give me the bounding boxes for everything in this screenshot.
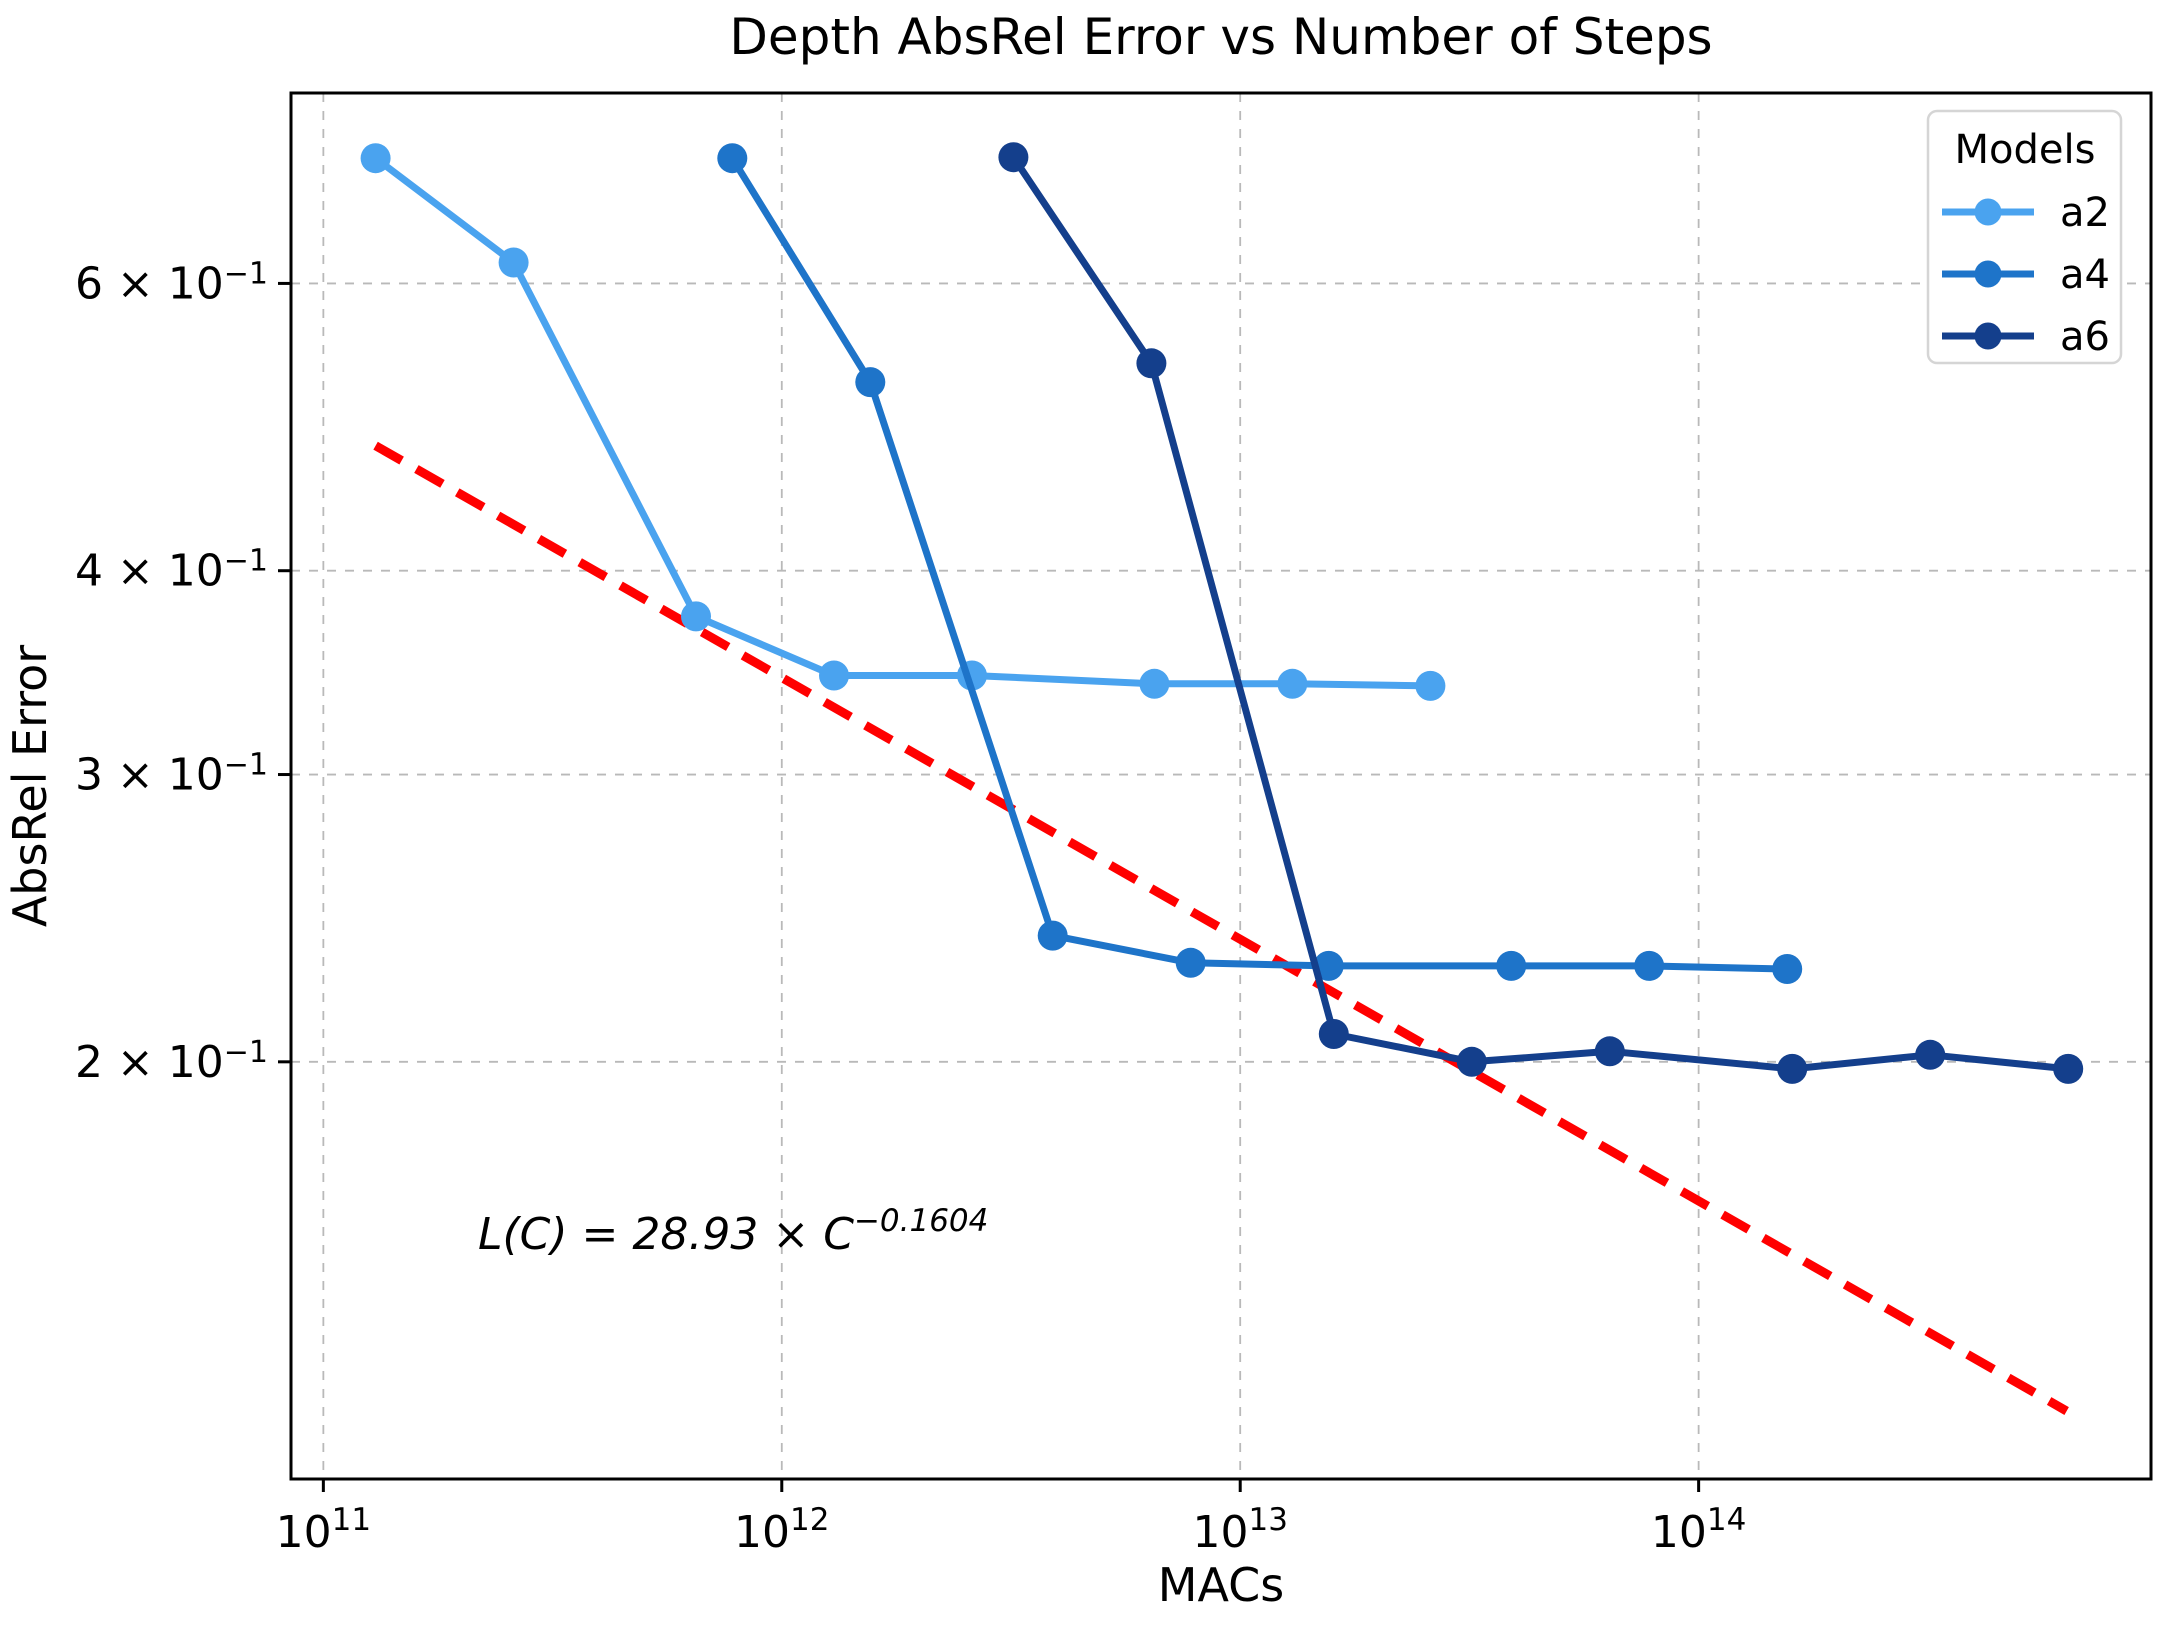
series-a6-line <box>1009 153 2072 1073</box>
fit-equation: L(C) = 28.93 × C−0.1604 <box>478 1203 988 1260</box>
series-a4-marker <box>1175 947 1206 978</box>
series-a2-marker <box>498 247 529 278</box>
series-a4-marker <box>1772 954 1803 984</box>
legend-box <box>1926 109 2123 365</box>
series-a2-marker <box>1415 670 1446 701</box>
legend-item-label: a4 <box>2060 252 2110 298</box>
series-a2-marker <box>1139 668 1170 699</box>
legend-item-a2: a2 <box>1942 190 2110 236</box>
legend-item-label: a6 <box>2060 314 2110 360</box>
x-tick-label: 1011 <box>276 1502 371 1558</box>
series-a2-marker <box>681 601 711 632</box>
series-a6-marker <box>1594 1036 1625 1067</box>
plot-border <box>289 91 2153 1481</box>
series-a6-marker <box>1915 1039 1946 1070</box>
x-tick-label: 1014 <box>1651 1502 1746 1558</box>
chart-title: Depth AbsRel Error vs Number of Steps <box>729 8 1712 66</box>
data-layer: L(C) = 28.93 × C−0.1604 <box>360 142 2084 1415</box>
series-a4-marker <box>1037 920 1068 951</box>
legend-swatch-marker <box>1974 198 2002 226</box>
fit-line <box>373 441 2069 1415</box>
series-a6-marker <box>1777 1053 1808 1084</box>
y-axis-label: AbsRel Error <box>3 645 57 927</box>
series-a6-marker <box>998 142 1029 173</box>
y-tick-label: 4 × 10−1 <box>75 544 268 597</box>
legend-swatch-marker <box>1974 322 2002 350</box>
series-a2-line <box>372 154 1434 690</box>
legend-title: Models <box>1955 127 2096 173</box>
series-a2-marker <box>1277 668 1308 699</box>
series-a6-marker <box>1456 1046 1487 1077</box>
series-a2-marker <box>360 143 391 174</box>
y-tick-label: 6 × 10−1 <box>75 256 268 309</box>
x-tick-label: 1013 <box>1192 1502 1287 1558</box>
series-a4-marker <box>717 143 748 174</box>
series-a6 <box>998 142 2084 1084</box>
axis-layer: 1011 1012 1013 1014 6 × 10−1 4 × 10−1 3 × 10−1… <box>75 91 2153 1558</box>
series-a4 <box>717 143 1803 984</box>
series-a2 <box>360 143 1446 701</box>
series-a6-marker <box>1136 348 1167 379</box>
series-a4-line <box>728 154 1791 973</box>
legend-swatch-marker <box>1974 260 2002 288</box>
series-a6-marker <box>1318 1019 1349 1049</box>
grid-layer <box>291 93 2151 1479</box>
series-a4-marker <box>1634 950 1665 981</box>
y-tick-label: 3 × 10−1 <box>75 748 268 801</box>
x-axis-label: MACs <box>1158 1558 1284 1612</box>
legend: Models a2 a4 a6 <box>1926 109 2123 365</box>
x-tick-label: 1012 <box>734 1502 829 1558</box>
series-a6-marker <box>2053 1053 2084 1084</box>
legend-item-a6: a6 <box>1942 314 2110 360</box>
y-tick-label: 2 × 10−1 <box>75 1035 268 1088</box>
legend-item-label: a2 <box>2060 190 2110 236</box>
series-a2-marker <box>819 660 849 691</box>
series-a4-marker <box>1496 950 1527 981</box>
legend-item-a4: a4 <box>1942 252 2110 298</box>
series-a4-marker <box>1313 950 1344 981</box>
series-a4-marker <box>855 367 886 398</box>
